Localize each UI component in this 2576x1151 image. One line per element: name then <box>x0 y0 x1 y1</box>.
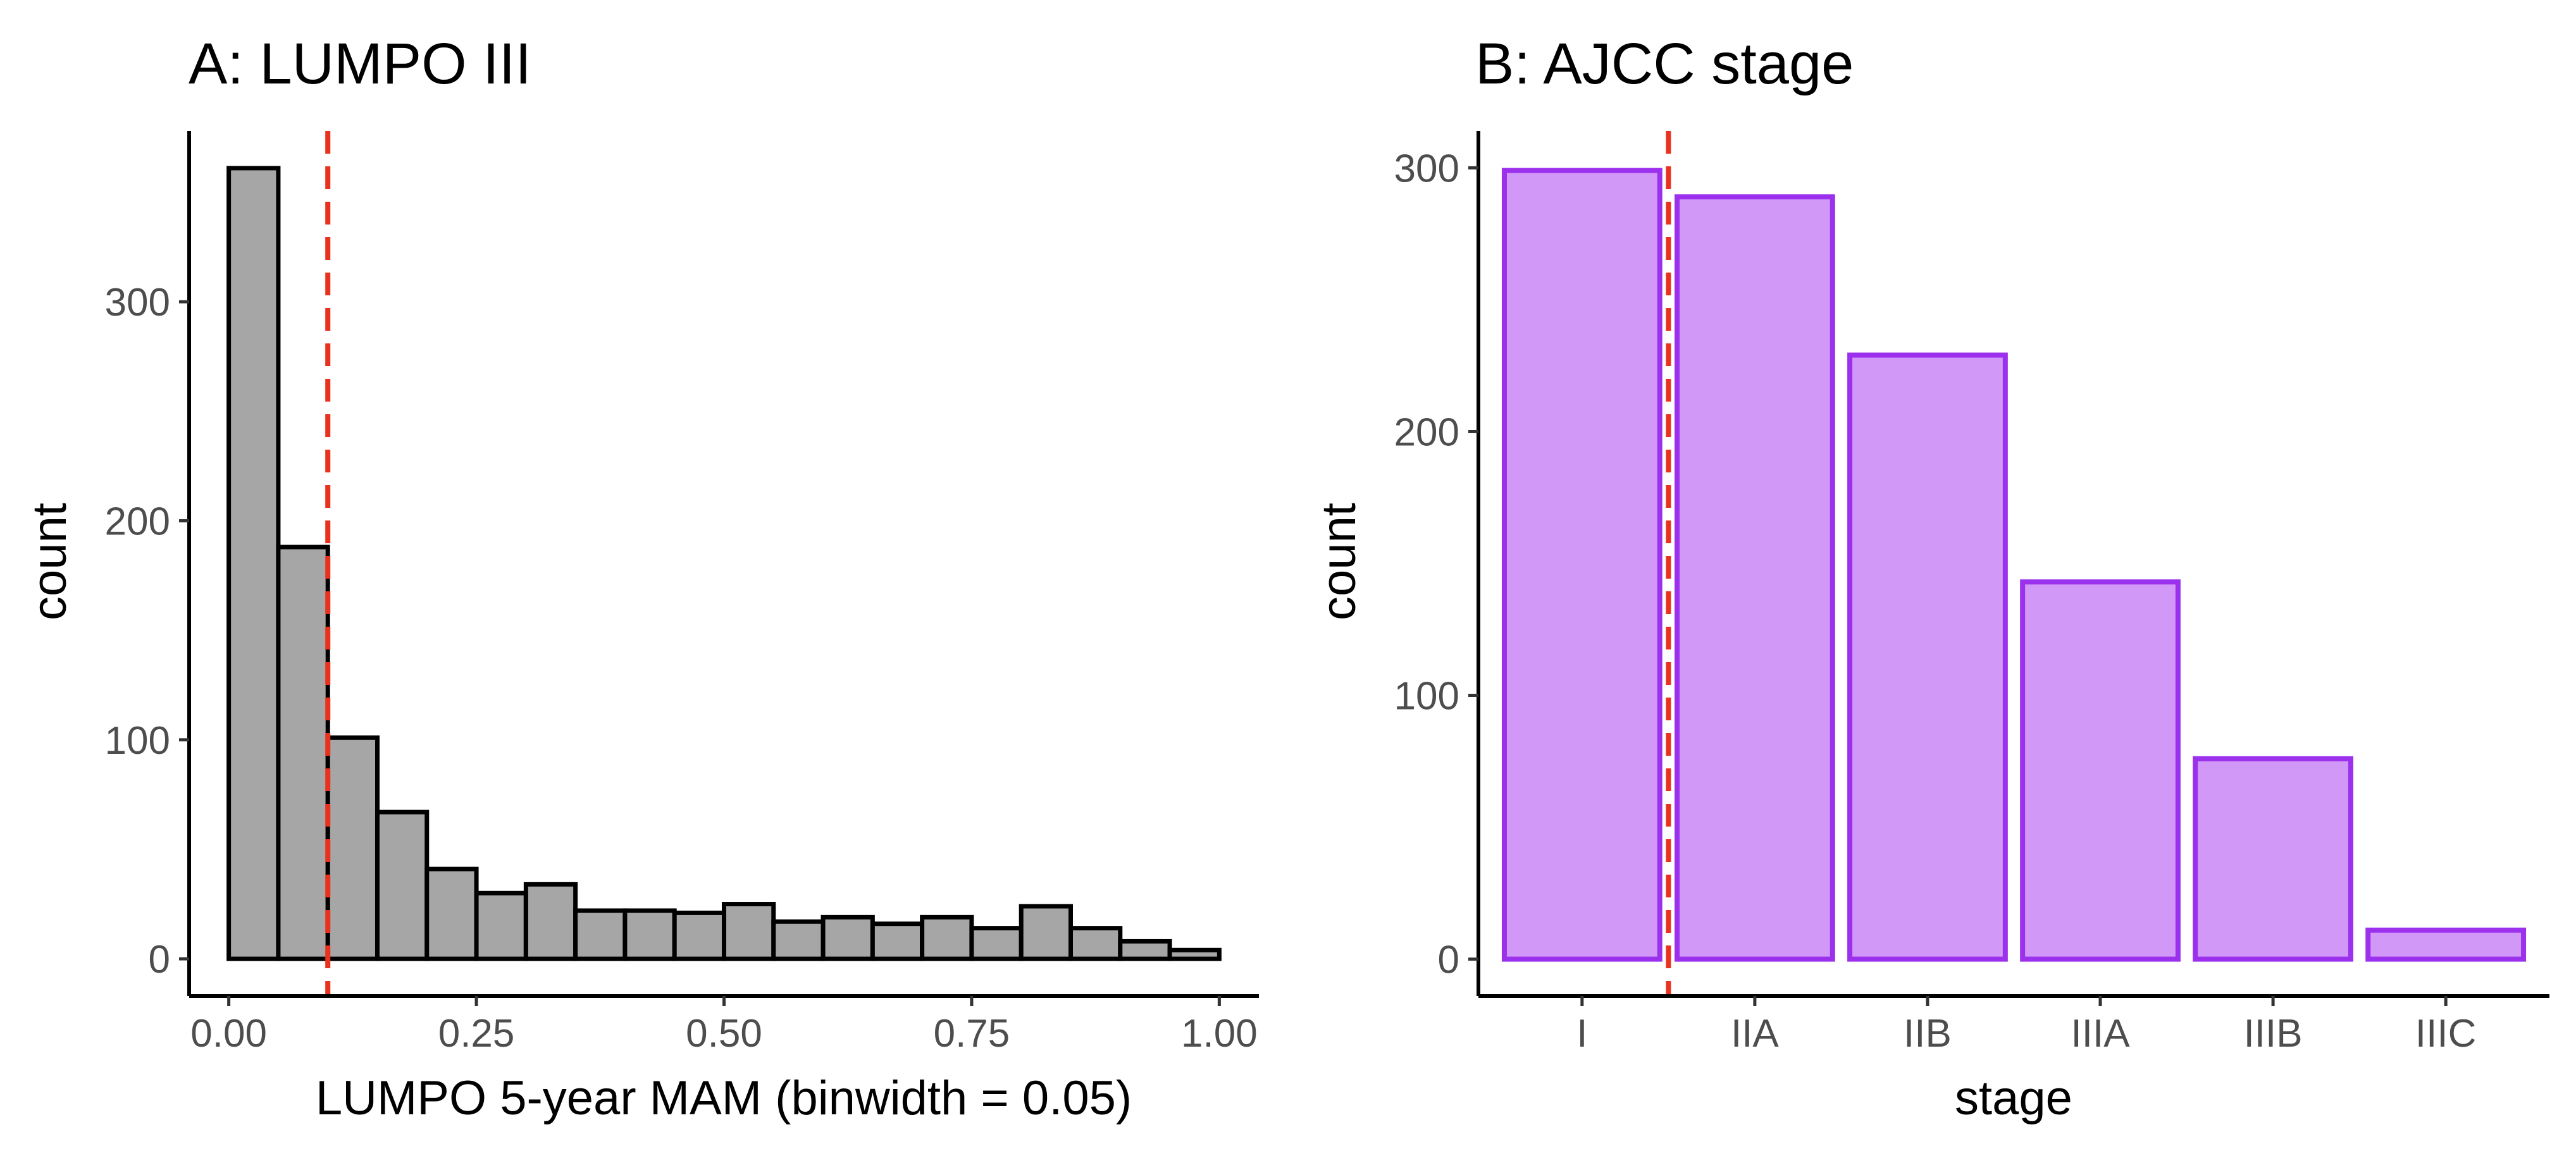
panel-a-y-ticks: 0 100 200 300 <box>105 281 189 982</box>
panel-a-bar <box>1019 904 1074 961</box>
panel-a-bar <box>969 926 1024 961</box>
panel-b-x-tick-label: IIA <box>1731 1012 1779 1056</box>
panel-a-bar <box>672 910 727 961</box>
panel-a-y-tick-label: 300 <box>105 281 170 324</box>
panel-b-y-ticks: 0 100 200 300 <box>1394 147 1478 982</box>
panel-b-y-tick-label: 100 <box>1394 675 1459 718</box>
panel-a-x-tick-label: 0.50 <box>686 1012 762 1056</box>
panel-a-bar <box>325 735 380 961</box>
panel-b-bar <box>2365 927 2527 962</box>
panel-a-bar <box>722 902 776 961</box>
panel-a-bar <box>1167 947 1222 961</box>
panel-a-bar <box>622 908 677 961</box>
panel-a-bar <box>375 809 430 961</box>
panel-b-y-tick-label: 0 <box>1438 939 1459 982</box>
panel-b-bar <box>2193 756 2353 962</box>
panel-b-title: B: AJCC stage <box>1475 32 1854 96</box>
panel-a-bar <box>820 914 875 961</box>
panel-a-bar <box>523 882 578 961</box>
panel-a-x-tick-label: 0.25 <box>438 1012 515 1056</box>
panel-a-bars <box>226 166 1222 961</box>
panel-a-bar <box>771 919 826 961</box>
panel-a-y-axis-title: count <box>23 503 77 620</box>
panel-a-bar <box>1118 939 1172 961</box>
panel-b-x-tick-label: IIIA <box>2071 1012 2131 1056</box>
panel-b-y-tick-label: 300 <box>1394 147 1459 190</box>
panel-a-x-axis-title: LUMPO 5-year MAM (binwidth = 0.05) <box>316 1071 1132 1125</box>
panel-a-bar <box>1068 926 1123 961</box>
panel-a-bar <box>573 908 628 961</box>
panel-a-bar <box>424 866 479 961</box>
panel-a-x-tick-label: 1.00 <box>1181 1012 1258 1056</box>
panel-b-x-tick-label: IIIB <box>2244 1012 2303 1056</box>
panel-b-bar <box>1847 352 2008 962</box>
panel-b-bar <box>1675 194 1835 962</box>
panel-a-bar <box>474 890 528 961</box>
panel-a-histogram: A: LUMPO III 0 100 200 300 0.00 0.25 0.50 0.75… <box>23 32 1259 1125</box>
panel-b-bars <box>1501 168 2527 962</box>
panel-b-y-axis-title: count <box>1312 503 1366 620</box>
panel-a-bar <box>870 921 925 961</box>
panel-a-x-tick-label: 0.00 <box>190 1012 267 1056</box>
panel-a-y-tick-label: 0 <box>149 938 170 982</box>
panel-b-x-ticks: I IIA IIB IIIA IIIB IIIC <box>1576 996 2476 1056</box>
panel-b-x-tick-label: I <box>1576 1012 1587 1056</box>
panel-b-x-tick-label: IIIC <box>2415 1012 2476 1056</box>
panel-a-title: A: LUMPO III <box>189 32 531 96</box>
panel-a-x-tick-label: 0.75 <box>934 1012 1010 1056</box>
panel-a-bar <box>226 166 281 961</box>
panel-b-x-tick-label: IIB <box>1904 1012 1952 1056</box>
panel-b-y-tick-label: 200 <box>1394 410 1459 454</box>
panel-a-x-ticks: 0.00 0.25 0.50 0.75 1.00 <box>190 996 1258 1056</box>
panel-a-bar <box>276 545 330 961</box>
panel-b-x-axis-title: stage <box>1955 1071 2072 1125</box>
panel-b-bar <box>2020 579 2181 962</box>
panel-b-bar <box>1501 168 1663 962</box>
panel-a-bar <box>920 914 974 961</box>
panel-a-y-tick-label: 200 <box>105 500 170 543</box>
panel-a-y-tick-label: 100 <box>105 719 170 763</box>
